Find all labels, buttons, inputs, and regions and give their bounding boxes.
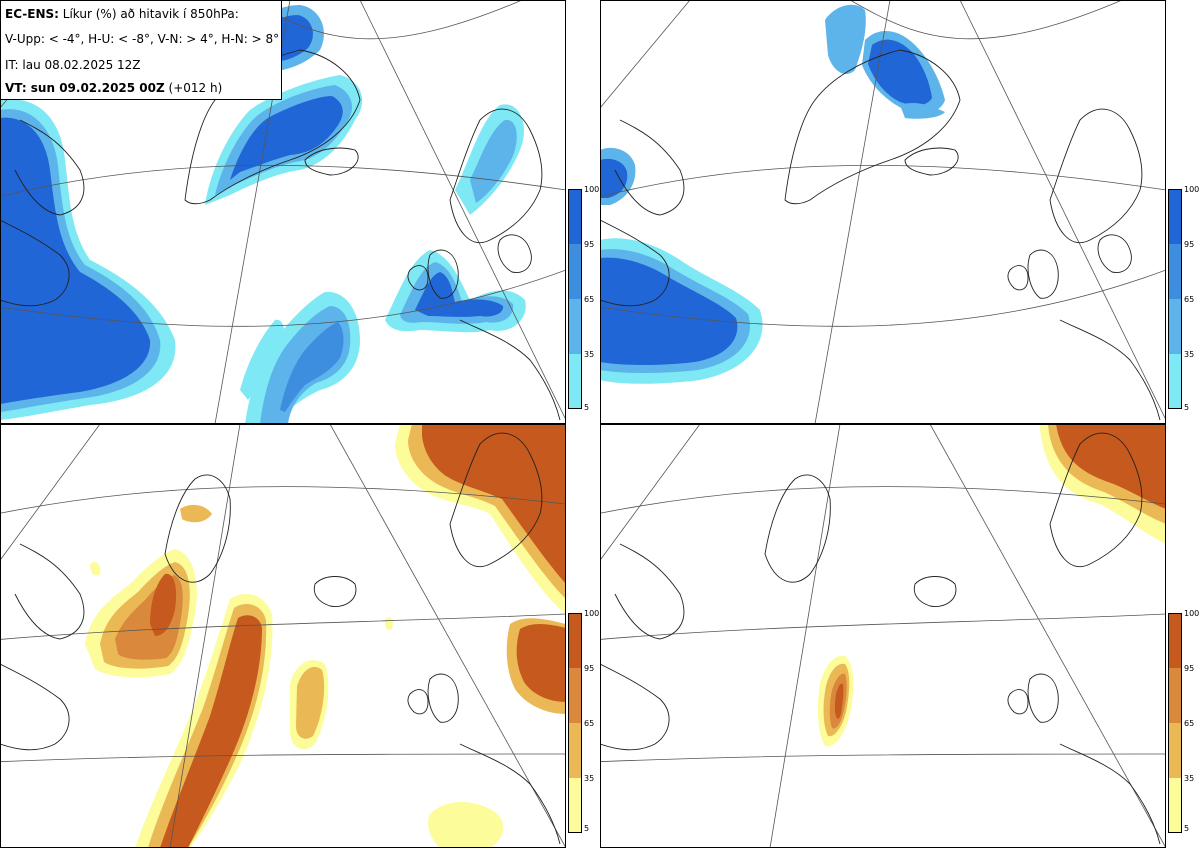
description: Líkur (%) að hitavik í 850hPa: — [62, 7, 239, 21]
valid-time: VT: sun 09.02.2025 00Z — [5, 81, 165, 95]
legend-tick: 65 — [584, 295, 595, 304]
legend-tick: 5 — [584, 824, 590, 833]
map-panel-cold-4: EC-ENS: Líkur (%) að hitavik í 850hPa: V… — [0, 0, 566, 424]
legend-band — [568, 299, 582, 354]
map-panel-cold-8 — [600, 0, 1166, 424]
probability-field — [600, 4, 945, 384]
init-time: IT: lau 08.02.2025 12Z — [5, 58, 141, 72]
legend-tick: 35 — [1184, 774, 1195, 783]
legend-tick: 5 — [584, 403, 590, 412]
legend-band — [568, 613, 582, 668]
legend-warm-8: 100 95 65 35 5 — [1168, 609, 1200, 833]
legend-colorbar — [1168, 613, 1182, 833]
legend-band — [568, 778, 582, 833]
map-warm-4 — [0, 424, 566, 848]
map-panel-warm-8 — [600, 424, 1166, 848]
legend-band — [568, 354, 582, 409]
legend-tick: 35 — [1184, 350, 1195, 359]
map-panel-warm-4 — [0, 424, 566, 848]
legend-tick: 100 — [584, 185, 600, 194]
legend-band — [1168, 613, 1182, 668]
legend-tick: 95 — [1184, 664, 1195, 673]
legend-colorbar — [1168, 189, 1182, 409]
legend-colorbar — [568, 613, 582, 833]
map-warm-8 — [600, 424, 1166, 848]
legend-band — [1168, 723, 1182, 778]
legend-tick: 5 — [1184, 403, 1190, 412]
legend-band — [568, 723, 582, 778]
legend-tick: 35 — [584, 774, 595, 783]
valid-time-line: VT: sun 09.02.2025 00Z (+012 h) — [5, 81, 222, 95]
title-line: EC-ENS: Líkur (%) að hitavik í 850hPa: — [5, 7, 239, 21]
coastlines — [0, 432, 561, 845]
legend-tick: 100 — [1184, 185, 1200, 194]
legend-band — [1168, 354, 1182, 409]
legend-colorbar — [568, 189, 582, 409]
probability-field — [817, 424, 1166, 747]
legend-tick: 65 — [584, 719, 595, 728]
legend-tick: 65 — [1184, 295, 1195, 304]
legend-tick: 35 — [584, 350, 595, 359]
legend-tick: 100 — [1184, 609, 1200, 618]
legend-band — [1168, 778, 1182, 833]
legend-band — [568, 189, 582, 244]
model-name: EC-ENS: — [5, 7, 59, 21]
lead-time: (+012 h) — [168, 81, 223, 95]
legend-warm-4: 100 95 65 35 5 — [568, 609, 600, 833]
legend-band — [1168, 299, 1182, 354]
legend-cold-8: 100 95 65 35 5 — [1168, 185, 1200, 412]
map-cold-4 — [0, 0, 566, 424]
legend-band — [1168, 189, 1182, 244]
map-cold-8 — [600, 0, 1166, 424]
legend-band — [568, 668, 582, 723]
legend-band — [1168, 668, 1182, 723]
legend-tick: 95 — [1184, 240, 1195, 249]
graticule — [600, 424, 1166, 848]
legend-tick: 95 — [584, 664, 595, 673]
legend-tick: 5 — [1184, 824, 1190, 833]
probability-field — [85, 424, 566, 848]
legend-tick: 95 — [584, 240, 595, 249]
coastlines — [0, 49, 561, 421]
coastlines — [600, 49, 1161, 421]
categories: V-Upp: < -4°, H-U: < -8°, V-N: > 4°, H-N… — [5, 32, 280, 46]
coastlines — [600, 432, 1161, 845]
legend-band — [1168, 244, 1182, 299]
legend-tick: 65 — [1184, 719, 1195, 728]
graticule — [600, 0, 1166, 424]
title-box: EC-ENS: Líkur (%) að hitavik í 850hPa: V… — [0, 0, 282, 100]
legend-band — [568, 244, 582, 299]
legend-cold-4: 100 95 65 35 5 — [568, 185, 600, 412]
legend-tick: 100 — [584, 609, 600, 618]
